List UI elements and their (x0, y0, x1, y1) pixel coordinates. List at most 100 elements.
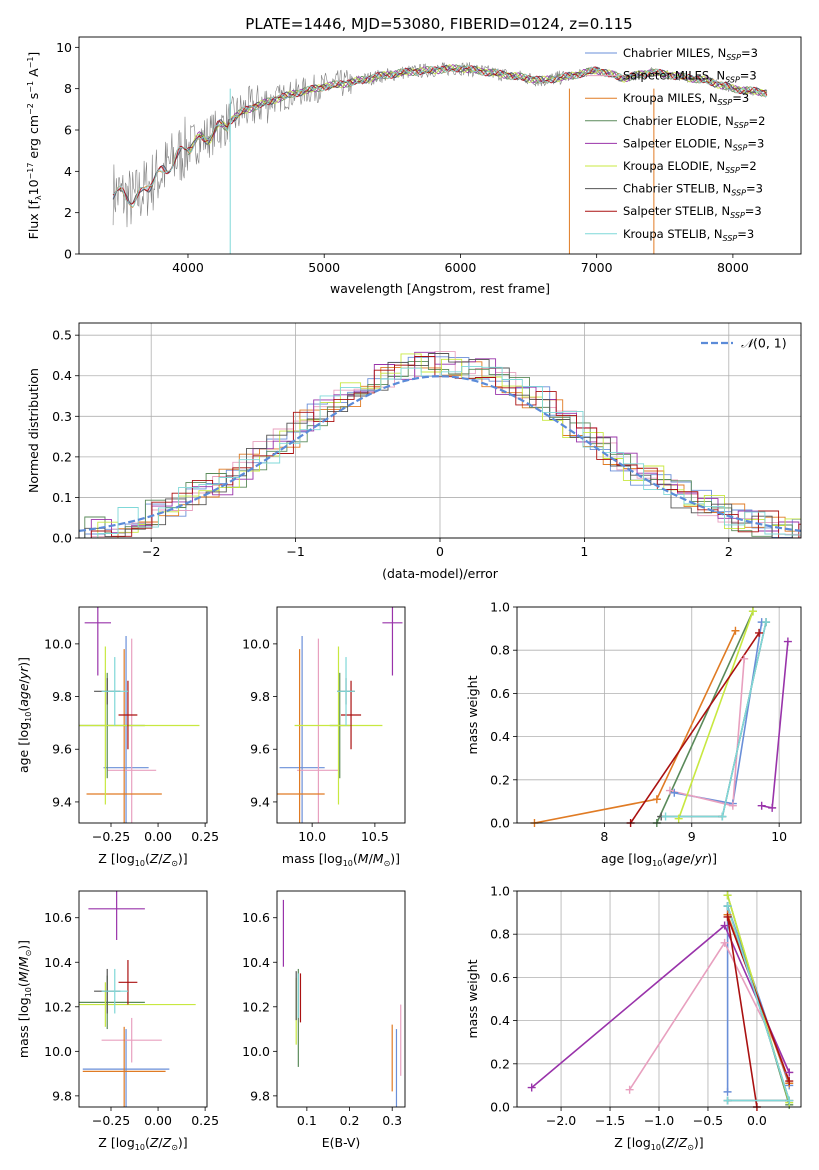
y-tick-label: 10.0 (44, 636, 72, 651)
y-tick-label: 9.8 (250, 689, 270, 704)
y-tick-label: 0.6 (490, 970, 510, 985)
x-tick-label: 0.00 (144, 1113, 172, 1128)
plot-area (79, 607, 200, 823)
mass-weight-marker (757, 801, 766, 810)
x-axis-label: mass [log10(M/M⊙)] (282, 851, 400, 868)
y-tick-label: 10.0 (44, 1044, 72, 1059)
plot-area (112, 62, 768, 254)
mass-weight-marker (785, 1096, 794, 1105)
plot-area (79, 891, 196, 1107)
y-axis-label: mass weight (465, 959, 480, 1038)
mass-weight-marker (755, 628, 764, 637)
legend-entry: Chabrier STELIB, NSSP=3 (623, 182, 763, 198)
mass-weight-marker (785, 1077, 794, 1086)
x-tick-label: 0.00 (144, 829, 172, 844)
x-tick-label: 2 (725, 544, 733, 559)
mass-weight-marker (670, 788, 679, 797)
mass-weight-marker (728, 801, 737, 810)
x-tick-label: 8000 (717, 260, 749, 275)
mass-weight-marker (731, 626, 740, 635)
x-tick-label: 10 (771, 829, 787, 844)
y-tick-label: 0.0 (490, 816, 510, 831)
legend-entry: Chabrier ELODIE, NSSP=2 (623, 114, 765, 130)
axes-frame (78, 322, 802, 539)
x-axis-label: E(B-V) (322, 1135, 361, 1150)
mass-weight-marker (740, 654, 749, 663)
x-tick-label: −0.5 (693, 1113, 723, 1128)
x-tick-label: 1 (580, 544, 588, 559)
age-vs-metallicity-panel: −0.25 0.00 0.25 9.4 9.6 9.8 10.0 Z [log10(Z/Z⊙)… (16, 606, 219, 868)
age-vs-mass-panel: 10.0 10.5 9.4 9.6 9.8 10.0 mass [log10(M/M⊙)] (242, 606, 406, 868)
residual-histogram (79, 351, 801, 538)
mass-weight-marker (783, 637, 792, 646)
residual-histogram (79, 353, 801, 538)
legend-entry: Salpeter STELIB, NSSP=3 (623, 204, 762, 220)
x-tick-label: 0.25 (191, 829, 219, 844)
x-tick-label: −0.25 (92, 829, 130, 844)
legend-entry: Chabrier MILES, NSSP=3 (623, 46, 758, 62)
weight-vs-age-panel: 8 9 10 0.0 0.2 0.4 0.6 0.8 1.0 age [log10(age/yr)… (465, 600, 802, 868)
mass-weight-marker (652, 795, 661, 804)
mass-weight-line (726, 905, 791, 1102)
mass-weight-marker (762, 618, 771, 627)
mass-weight-marker (723, 1096, 732, 1105)
x-axis-label: Z [log10(Z/Z⊙)] (614, 1135, 703, 1152)
mass-weight-line (629, 632, 760, 823)
y-axis-label: mass weight (465, 675, 480, 754)
plot-area (79, 351, 801, 538)
mass-weight-line (669, 658, 745, 807)
y-tick-label: 9.8 (52, 689, 72, 704)
mass-weight-marker (723, 1087, 732, 1096)
residual-histogram (79, 353, 801, 538)
mass-weight-marker (768, 803, 777, 812)
y-tick-label: 6 (64, 123, 72, 138)
mass-weight-marker (748, 607, 757, 616)
x-tick-label: 6000 (445, 260, 477, 275)
mass-weight-marker (720, 938, 729, 947)
x-tick-label: −1.5 (595, 1113, 625, 1128)
y-tick-label: 2 (64, 205, 72, 220)
x-tick-label: 0.3 (382, 1113, 402, 1128)
axes-frame (78, 606, 208, 824)
mass-weight-marker (527, 1083, 536, 1092)
x-axis-label: (data-model)/error (382, 566, 499, 581)
legend-entry: Salpeter ELODIE, NSSP=3 (623, 136, 764, 152)
normal-reference-curve (79, 375, 801, 532)
legend-entry: Kroupa STELIB, NSSP=3 (623, 227, 754, 243)
x-tick-label: −1 (286, 544, 304, 559)
x-tick-label: −1.0 (644, 1113, 674, 1128)
y-tick-label: 0.4 (490, 729, 510, 744)
mass-weight-marker (665, 786, 674, 795)
x-tick-label: 7000 (581, 260, 613, 275)
y-tick-label: 0.2 (52, 449, 72, 464)
legend-entry: 𝒩(0, 1) (741, 336, 787, 351)
y-tick-label: 0.0 (52, 531, 72, 546)
y-tick-label: 10.0 (242, 1044, 270, 1059)
mass-weight-marker (625, 1085, 634, 1094)
y-tick-label: 0.4 (52, 368, 72, 383)
axes-frame (276, 890, 406, 1108)
y-tick-label: 10.6 (242, 910, 270, 925)
y-tick-label: 10.6 (44, 910, 72, 925)
spectrum-panel: 4000 5000 6000 7000 8000 0 2 4 6 8 10 Chabrier MILE… (26, 36, 802, 296)
x-tick-label: −2.0 (546, 1113, 576, 1128)
x-axis-label: Z [log10(Z/Z⊙)] (98, 1135, 187, 1152)
y-tick-label: 9.8 (52, 1088, 72, 1103)
mass-weight-line (761, 641, 789, 809)
axes-frame (78, 890, 208, 1108)
legend-entry: Salpeter MILES, NSSP=3 (623, 69, 757, 85)
mass-weight-marker (723, 891, 732, 900)
y-axis-label: age [log10(age/yr)] (16, 657, 33, 773)
x-tick-label: −0.25 (92, 1113, 130, 1128)
y-axis-label: Flux [fλ10−17 erg cm−2 s−1 A−1] (26, 52, 43, 240)
legend-entry: Kroupa ELODIE, NSSP=2 (623, 159, 757, 175)
y-tick-label: 10 (56, 40, 72, 55)
plot-area (277, 607, 403, 823)
y-axis-label: Normed distribution (26, 368, 41, 493)
residual-histogram (79, 351, 801, 538)
y-tick-label: 0.6 (490, 686, 510, 701)
mass-vs-ebv-panel: 0.1 0.2 0.3 9.8 10.0 10.2 10.4 10.6 E(B-V) (242, 890, 406, 1150)
y-tick-label: 10.2 (242, 999, 270, 1014)
y-tick-label: 9.6 (52, 742, 72, 757)
model-spectrum-line (112, 65, 768, 208)
